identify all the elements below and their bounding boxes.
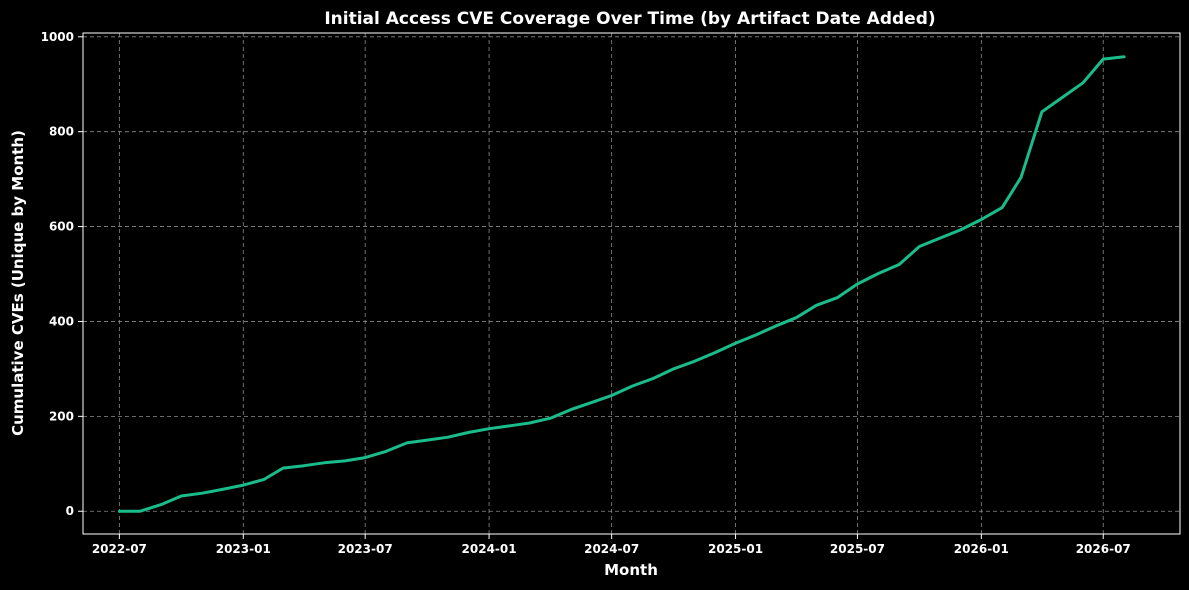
x-axis-label: Month [604, 561, 658, 579]
x-tick-label: 2026-07 [1076, 542, 1131, 556]
y-axis-ticks: 0 200 400 600 800 1000 [41, 30, 83, 518]
x-tick-label: 2022-07 [92, 542, 147, 556]
y-tick-label: 200 [49, 409, 74, 423]
x-tick-label: 2024-01 [462, 542, 517, 556]
y-tick-label: 0 [66, 504, 74, 518]
series-layer [117, 55, 1126, 513]
plot-area [82, 32, 1181, 535]
grid [83, 33, 1180, 534]
chart-title: Initial Access CVE Coverage Over Time (b… [324, 9, 935, 29]
y-tick-label: 600 [49, 220, 74, 234]
y-axis-label: Cumulative CVEs (Unique by Month) [9, 130, 27, 436]
series-line [117, 55, 1126, 513]
x-tick-label: 2026-01 [954, 542, 1009, 556]
x-axis-ticks: 2022-07 2023-01 2023-07 2024-01 2024-07 2025-… [92, 534, 1131, 556]
x-tick-label: 2024-07 [584, 542, 639, 556]
x-tick-label: 2025-07 [830, 542, 885, 556]
y-tick-label: 1000 [41, 30, 74, 44]
x-tick-label: 2023-07 [338, 542, 393, 556]
y-tick-label: 400 [49, 314, 74, 328]
x-tick-label: 2023-01 [216, 542, 271, 556]
x-tick-label: 2025-01 [708, 542, 763, 556]
y-tick-label: 800 [49, 125, 74, 139]
